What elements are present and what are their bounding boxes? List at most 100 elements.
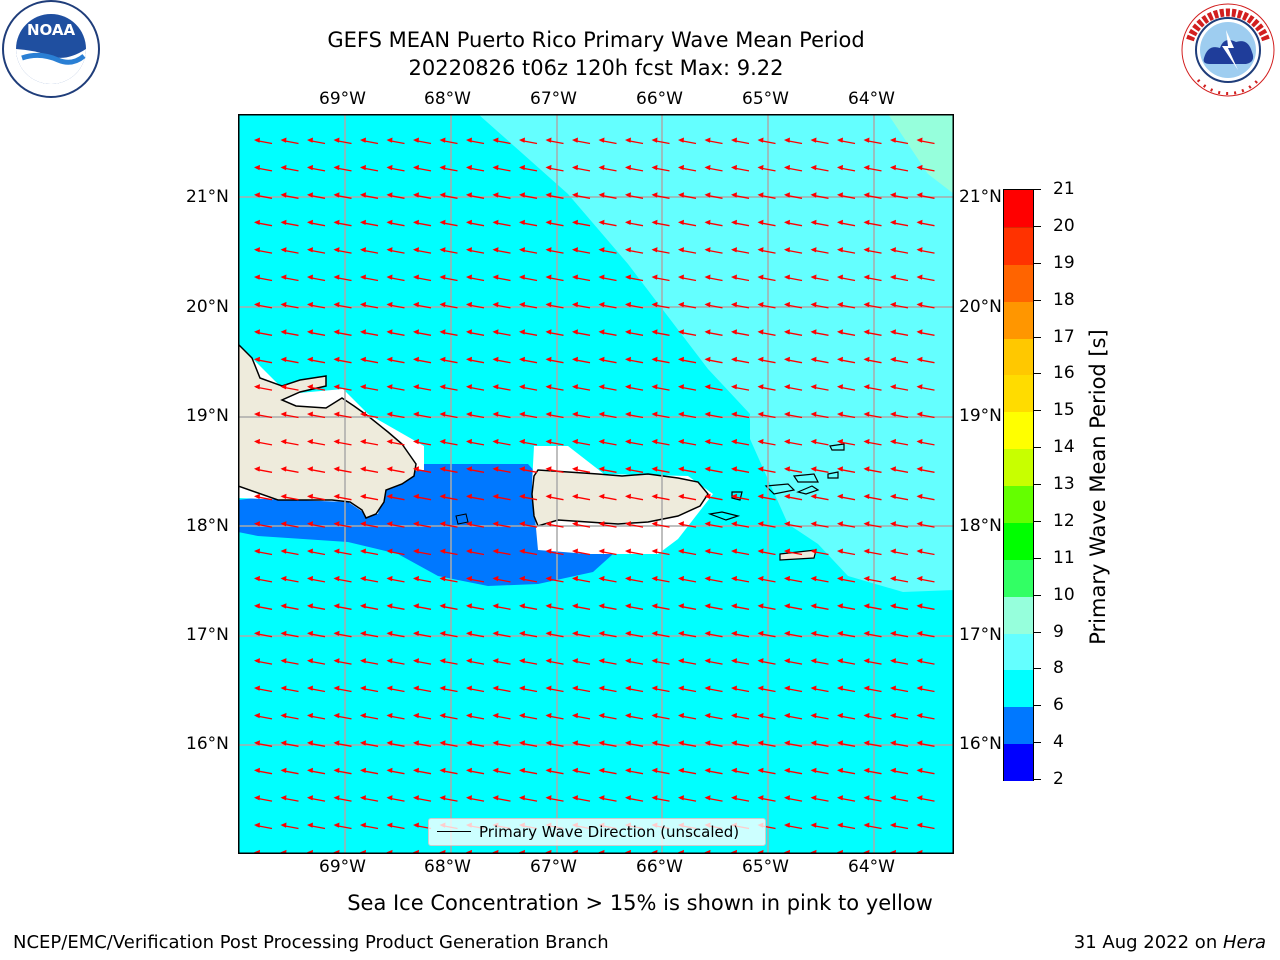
wave-arrow — [572, 411, 591, 419]
wave-arrow — [280, 247, 299, 254]
lat-tick-right-4: 18°N — [959, 516, 1002, 536]
wave-arrow — [651, 137, 670, 145]
colorbar-segment — [1004, 595, 1033, 634]
wave-arrow — [704, 301, 723, 309]
wave-arrow — [837, 384, 856, 391]
wave-arrow — [678, 493, 697, 501]
wave-arrow — [651, 247, 670, 254]
wave-arrow — [545, 548, 564, 556]
lon-tick-top-1: 69°W — [319, 89, 366, 109]
wave-arrow — [386, 411, 405, 419]
wave-arrow — [307, 438, 326, 446]
wave-arrow — [810, 740, 829, 747]
wave-arrow — [916, 466, 935, 473]
wave-arrow — [678, 575, 697, 583]
wave-arrow — [360, 438, 379, 446]
wave-arrow — [492, 658, 511, 665]
wave-arrow — [731, 192, 750, 199]
wave-arrow — [731, 575, 750, 583]
wave-arrow — [466, 685, 485, 693]
wave-arrow — [784, 356, 803, 364]
wave-arrow — [704, 137, 723, 145]
wave-arrow — [307, 767, 326, 775]
wave-arrow — [545, 521, 564, 528]
wave-arrow — [837, 247, 856, 254]
wave-arrow — [863, 219, 882, 227]
wave-arrow — [598, 301, 617, 309]
wave-arrow — [810, 274, 829, 282]
wave-arrow — [254, 493, 273, 501]
wave-arrow — [280, 356, 299, 364]
wave-arrow — [704, 740, 723, 747]
wave-arrow — [890, 795, 909, 802]
wave-arrow — [625, 356, 644, 364]
wave-arrow — [651, 795, 670, 802]
wave-arrow — [333, 767, 352, 775]
wave-arrow — [333, 247, 352, 254]
wave-arrow — [625, 521, 644, 528]
wave-arrow — [916, 795, 935, 802]
wave-arrow — [837, 575, 856, 583]
wave-arrow — [916, 822, 935, 830]
wave-arrow — [307, 795, 326, 802]
wave-arrow — [492, 603, 511, 610]
wave-arrow — [545, 219, 564, 227]
wave-arrow — [360, 521, 379, 528]
wave-arrow — [572, 247, 591, 254]
wave-arrow — [598, 137, 617, 145]
wave-arrow — [254, 521, 273, 528]
wave-arrow — [863, 521, 882, 528]
wave-arrow — [890, 548, 909, 556]
wave-arrow — [757, 795, 776, 802]
wave-arrow — [519, 438, 538, 446]
wave-arrow — [545, 247, 564, 254]
wave-arrow — [360, 274, 379, 282]
wave-arrow — [784, 329, 803, 336]
wave-arrow — [386, 521, 405, 528]
wave-arrow — [386, 219, 405, 227]
wave-arrow — [466, 630, 485, 638]
wave-arrow — [519, 356, 538, 364]
wave-arrow — [492, 247, 511, 254]
wave-arrow — [784, 301, 803, 309]
wave-arrow — [439, 685, 458, 693]
colorbar-tick-mark — [1034, 447, 1041, 449]
wave-arrow — [280, 438, 299, 446]
wave-arrow — [678, 384, 697, 391]
wave-arrow — [492, 685, 511, 693]
wave-arrow — [439, 301, 458, 309]
colorbar-segment — [1004, 521, 1033, 560]
noaa-logo-text: NOAA — [27, 21, 76, 39]
wave-arrow — [651, 301, 670, 309]
wave-arrow — [466, 329, 485, 336]
wave-arrow — [784, 493, 803, 501]
wave-arrow — [280, 466, 299, 473]
lat-tick-left-2: 20°N — [186, 297, 229, 317]
wave-arrow — [307, 329, 326, 336]
wave-arrow — [466, 164, 485, 172]
wave-arrow — [307, 466, 326, 473]
lat-tick-right-6: 16°N — [959, 734, 1002, 754]
wave-arrow — [625, 740, 644, 747]
wave-arrow — [651, 466, 670, 473]
wave-arrow — [731, 247, 750, 254]
wave-arrow — [307, 685, 326, 693]
wave-arrow — [545, 493, 564, 501]
wave-arrow — [280, 274, 299, 282]
wave-arrow — [678, 411, 697, 419]
wave-arrow — [916, 575, 935, 583]
wave-arrow — [254, 466, 273, 473]
nws-logo-icon — [1181, 3, 1275, 97]
wave-arrow — [598, 384, 617, 391]
colorbar-segment — [1004, 411, 1033, 450]
wave-arrow — [386, 712, 405, 720]
wave-arrow — [784, 192, 803, 199]
wave-arrow — [916, 712, 935, 720]
wave-arrow — [386, 548, 405, 556]
wave-arrow — [863, 658, 882, 665]
wave-arrow — [572, 767, 591, 775]
wave-arrow — [784, 521, 803, 528]
wave-arrow — [439, 767, 458, 775]
wave-arrow — [916, 548, 935, 556]
wave-arrow — [545, 329, 564, 336]
